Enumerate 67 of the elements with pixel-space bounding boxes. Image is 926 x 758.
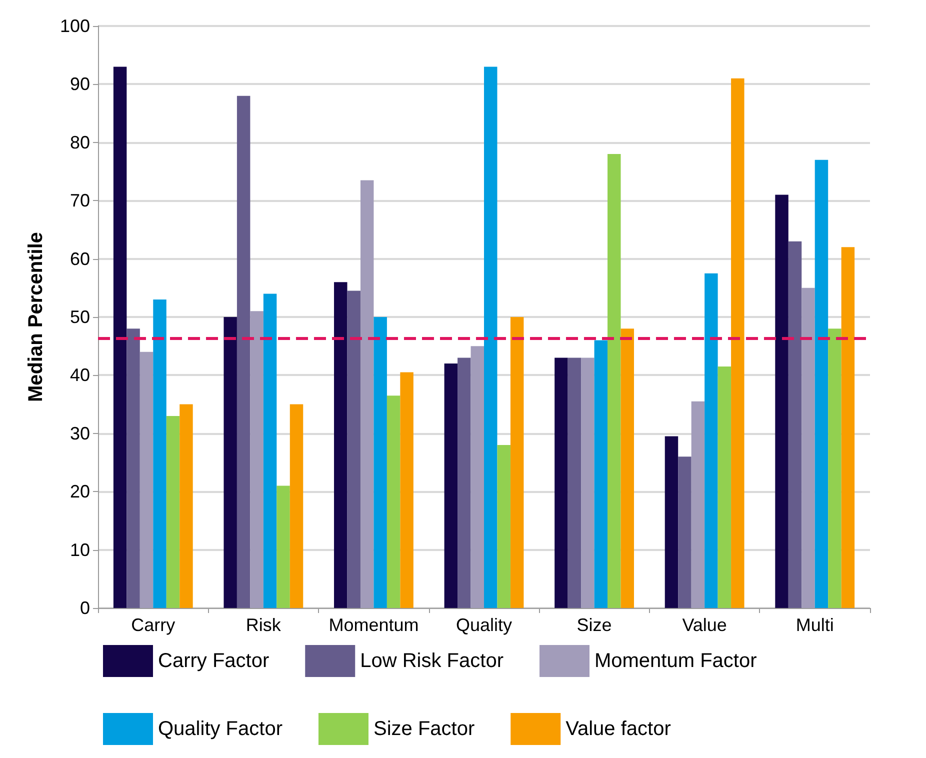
bar xyxy=(620,328,634,608)
bar xyxy=(250,311,264,608)
bar xyxy=(386,396,400,608)
bar xyxy=(140,352,154,608)
y-axis-title: Median Percentile xyxy=(25,232,47,402)
legend-label: Quality Factor xyxy=(158,718,283,740)
bar xyxy=(470,346,484,608)
x-tick-label: Multi xyxy=(796,615,834,635)
bar xyxy=(510,317,524,608)
y-tick-label: 30 xyxy=(70,423,90,444)
bar xyxy=(731,78,744,608)
bar xyxy=(828,328,842,608)
y-tick-label: 60 xyxy=(70,248,90,269)
legend-label: Carry Factor xyxy=(158,650,270,672)
y-tick-label: 0 xyxy=(80,598,90,618)
bar xyxy=(224,317,237,608)
bar xyxy=(360,180,374,608)
y-tick-label: 80 xyxy=(70,132,90,152)
legend-label: Momentum Factor xyxy=(594,650,758,672)
x-tick-label: Momentum xyxy=(328,615,419,635)
bar xyxy=(153,300,166,608)
bar xyxy=(497,445,510,608)
bar xyxy=(802,288,815,608)
y-tick-label: 40 xyxy=(70,365,90,386)
bar xyxy=(113,66,127,608)
bar xyxy=(347,290,360,608)
bar xyxy=(691,401,705,608)
bar xyxy=(276,486,290,608)
bar xyxy=(166,416,180,608)
bar xyxy=(664,436,678,608)
bar xyxy=(484,66,498,608)
bar xyxy=(263,294,277,608)
x-tick-label: Size xyxy=(576,615,612,635)
bar xyxy=(814,160,828,608)
bar xyxy=(718,366,732,608)
bar xyxy=(458,358,471,608)
bar xyxy=(400,372,414,608)
x-tick-label: Risk xyxy=(246,615,282,635)
bar xyxy=(788,241,802,608)
bar xyxy=(581,358,594,608)
bar xyxy=(180,404,193,608)
bar xyxy=(678,456,692,608)
legend-label: Value factor xyxy=(566,718,672,740)
x-tick-label: Value xyxy=(682,615,727,635)
bar xyxy=(775,194,788,608)
bar xyxy=(126,328,140,608)
bar xyxy=(568,358,582,608)
y-tick-label: 90 xyxy=(70,74,90,94)
bar xyxy=(334,282,348,608)
legend-label: Size Factor xyxy=(373,718,475,740)
bar xyxy=(554,358,568,608)
y-tick-label: 100 xyxy=(60,16,90,36)
x-tick-label: Quality xyxy=(456,615,512,635)
x-tick-label: Carry xyxy=(131,615,176,635)
y-tick-label: 70 xyxy=(70,190,90,211)
y-tick-label: 20 xyxy=(70,482,90,502)
legend-label: Low Risk Factor xyxy=(360,650,504,672)
bar xyxy=(444,364,458,608)
bar xyxy=(608,154,621,608)
y-tick-label: 10 xyxy=(70,540,90,560)
bar xyxy=(704,273,718,608)
bar xyxy=(841,247,855,608)
y-tick-label: 50 xyxy=(70,307,90,327)
bar xyxy=(594,340,608,608)
bar xyxy=(374,317,387,608)
bar xyxy=(236,96,250,608)
bar xyxy=(290,404,304,608)
